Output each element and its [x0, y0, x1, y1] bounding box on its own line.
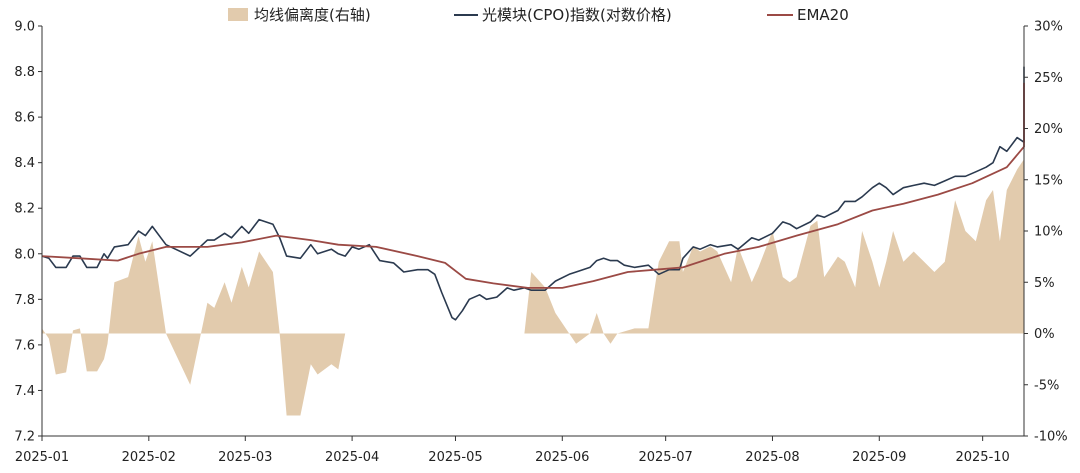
x-axis-tick-label: 2025-03 [218, 450, 272, 465]
x-axis-tick-label: 2025-06 [535, 450, 589, 465]
left-axis-tick-label: 7.4 [14, 384, 35, 399]
deviation-area [42, 77, 1024, 416]
right-axis-ticks: -10% -5% 0% 5% 10% 15% 20% 25% 30% [1024, 20, 1068, 445]
left-axis-tick-label: 8.4 [14, 156, 35, 171]
left-axis-tick-label: 7.2 [14, 430, 35, 445]
left-axis-tick-label: 8.8 [14, 65, 35, 80]
x-axis-tick-label: 2025-08 [745, 450, 799, 465]
legend-swatch-deviation [228, 8, 248, 21]
left-axis-tick-label: 8.6 [14, 111, 35, 126]
x-axis-tick-label: 2025-07 [638, 450, 692, 465]
right-axis-tick-label: 25% [1034, 71, 1063, 86]
right-axis-tick-label: 0% [1034, 327, 1055, 342]
x-axis-tick-label: 2025-05 [428, 450, 482, 465]
x-axis-tick-label: 2025-04 [325, 450, 379, 465]
x-axis-ticks: 2025-01 2025-02 2025-03 2025-04 2025-05 2025-… [15, 436, 1010, 465]
right-axis-tick-label: 10% [1034, 225, 1063, 240]
left-axis-tick-label: 9.0 [14, 20, 35, 35]
x-axis-tick-label: 2025-09 [852, 450, 906, 465]
right-axis-tick-label: 30% [1034, 20, 1063, 35]
left-axis-ticks: 7.2 7.4 7.6 7.8 8.0 8.2 8.4 8.6 8.8 9.0 [14, 20, 42, 445]
x-axis-tick-label: 2025-10 [955, 450, 1009, 465]
right-axis-tick-label: 5% [1034, 276, 1055, 291]
right-axis-tick-label: 15% [1034, 173, 1063, 188]
left-axis-tick-label: 8.2 [14, 202, 35, 217]
deviation-area-layer [42, 77, 1024, 416]
right-axis-tick-label: -10% [1034, 430, 1068, 445]
legend-label-index: 光模块(CPO)指数(对数价格) [482, 6, 672, 24]
left-axis-tick-label: 7.6 [14, 338, 35, 353]
legend: 均线偏离度(右轴) 光模块(CPO)指数(对数价格) EMA20 [228, 6, 849, 24]
right-axis-tick-label: -5% [1034, 378, 1059, 393]
legend-label-ema: EMA20 [797, 6, 849, 24]
x-axis-tick-label: 2025-01 [15, 450, 69, 465]
right-axis-tick-label: 20% [1034, 122, 1063, 137]
left-axis-tick-label: 7.8 [14, 293, 35, 308]
left-axis-tick-label: 8.0 [14, 247, 35, 262]
legend-label-deviation: 均线偏离度(右轴) [254, 6, 371, 24]
x-axis-tick-label: 2025-02 [122, 450, 176, 465]
